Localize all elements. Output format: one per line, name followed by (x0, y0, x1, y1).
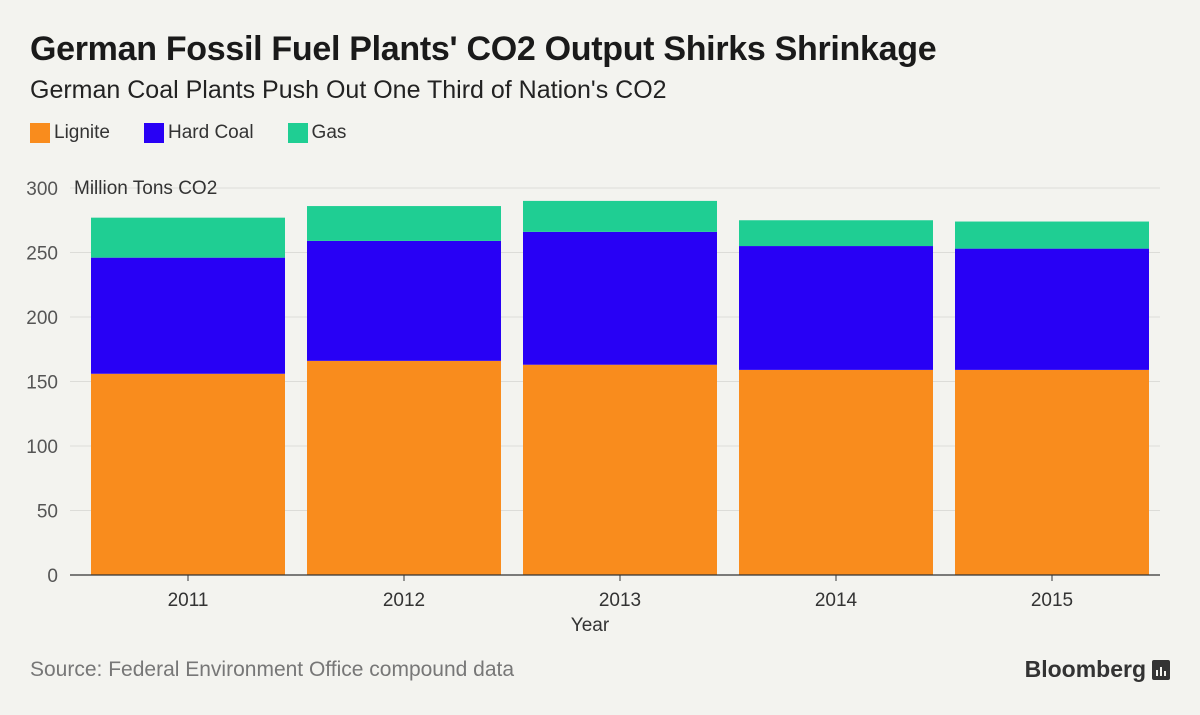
legend-item-gas: Gas (287, 122, 347, 144)
x-tick-label-2015: 2015 (1031, 590, 1073, 611)
bar-lignite-2015 (955, 369, 1149, 575)
axes: 0 50 100 150 200 250 300 Million Tons CO2 2011 20… (26, 178, 1160, 636)
legend: Lignite Hard Coal Gas (30, 122, 380, 144)
stacked-bar-chart: 0 50 100 150 200 250 300 Million Tons CO2 2011 20… (26, 178, 1160, 636)
brand-name: Bloomberg (1024, 656, 1146, 682)
bar-gas-2012 (307, 206, 501, 241)
chart-title: German Fossil Fuel Plants' CO2 Output Sh… (30, 30, 937, 68)
bar-lignite-2013 (523, 364, 717, 575)
legend-swatch-hard-coal (144, 123, 164, 143)
legend-item-lignite: Lignite (30, 122, 110, 144)
y-axis-label: Million Tons CO2 (74, 178, 217, 199)
x-tick-label-2013: 2013 (599, 590, 641, 611)
legend-label-gas: Gas (311, 122, 347, 143)
bloomberg-terminal-icon (1152, 659, 1170, 680)
x-tick-label-2014: 2014 (815, 590, 858, 611)
legend-item-hard-coal: Hard Coal (144, 122, 254, 144)
chart-subtitle: German Coal Plants Push Out One Third of… (30, 76, 667, 104)
x-tick-label-2012: 2012 (383, 590, 425, 611)
legend-label-hard-coal: Hard Coal (168, 122, 254, 143)
bar-lignite-2012 (307, 360, 501, 575)
bar-hard-coal-2011 (91, 257, 285, 374)
bars (91, 200, 1149, 575)
y-tick-label-200: 200 (26, 308, 58, 329)
x-tick-label-2011: 2011 (168, 590, 209, 611)
y-tick-label-300: 300 (26, 179, 58, 200)
y-tick-label-250: 250 (26, 244, 58, 265)
y-tick-label-50: 50 (37, 502, 58, 523)
y-tick-label-0: 0 (47, 566, 58, 587)
y-tick-label-150: 150 (26, 373, 58, 394)
bar-lignite-2014 (739, 369, 933, 575)
brand-logo: Bloomberg (1025, 656, 1170, 683)
legend-label-lignite: Lignite (54, 122, 110, 143)
y-tick-label-100: 100 (26, 437, 58, 458)
bar-hard-coal-2014 (739, 246, 933, 370)
bar-hard-coal-2013 (523, 231, 717, 365)
bar-gas-2011 (91, 217, 285, 258)
bar-hard-coal-2012 (307, 240, 501, 361)
bar-hard-coal-2015 (955, 248, 1149, 370)
x-axis-label: Year (571, 615, 610, 636)
legend-swatch-gas (287, 123, 308, 143)
bar-lignite-2011 (91, 373, 285, 575)
bar-gas-2014 (739, 220, 933, 247)
source-note: Source: Federal Environment Office compo… (30, 658, 515, 681)
bar-gas-2013 (523, 200, 717, 232)
legend-swatch-lignite (30, 123, 50, 143)
bar-gas-2015 (955, 221, 1149, 249)
